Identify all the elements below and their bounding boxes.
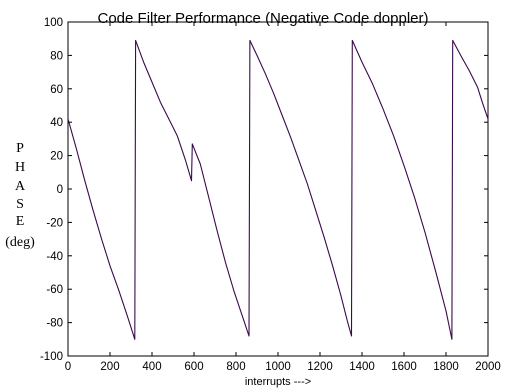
x-tick-label: 600 [184, 361, 203, 373]
y-tick-label: 80 [50, 50, 63, 62]
x-tick-label: 1600 [391, 361, 417, 373]
x-tick-label: 1200 [307, 361, 333, 373]
y-tick-label: -80 [46, 318, 63, 330]
series-lines [67, 39, 489, 340]
y-axis-label-line: E [16, 214, 25, 229]
y-tick-label: -20 [46, 217, 63, 229]
y-tick-label: 60 [50, 84, 63, 96]
plot-frame [67, 21, 489, 357]
y-axis-label-line: A [15, 179, 26, 194]
x-tick-label: 1400 [349, 361, 375, 373]
y-axis-label-line: P [16, 141, 24, 156]
y-axis-label-line: S [16, 197, 24, 212]
x-axis-label: interrupts ---> [245, 376, 311, 388]
x-tick-label: 1000 [265, 361, 291, 373]
y-axis-label-line: (deg) [5, 235, 35, 250]
y-tick-label: -60 [46, 284, 63, 296]
y-axis-label-line: H [15, 160, 25, 175]
series-line [67, 39, 489, 340]
chart-title: Code Filter Performance (Negative Code d… [98, 10, 429, 27]
y-tick-label: 20 [50, 151, 63, 163]
axis-ticks [67, 21, 489, 357]
x-tick-label: 2000 [475, 361, 501, 373]
y-tick-label: 40 [50, 117, 63, 129]
y-tick-label: -100 [40, 351, 63, 363]
tick-labels: 0 200 400 600 800 1000 1200 1400 1600 1800 2000-10… [40, 17, 501, 373]
y-tick-label: 0 [57, 184, 63, 196]
x-tick-label: 800 [226, 361, 245, 373]
x-tick-label: 200 [100, 361, 119, 373]
x-tick-label: 0 [65, 361, 71, 373]
x-tick-label: 400 [142, 361, 161, 373]
x-tick-label: 1800 [433, 361, 459, 373]
y-tick-label: -40 [46, 251, 63, 263]
y-tick-label: 100 [44, 17, 63, 29]
